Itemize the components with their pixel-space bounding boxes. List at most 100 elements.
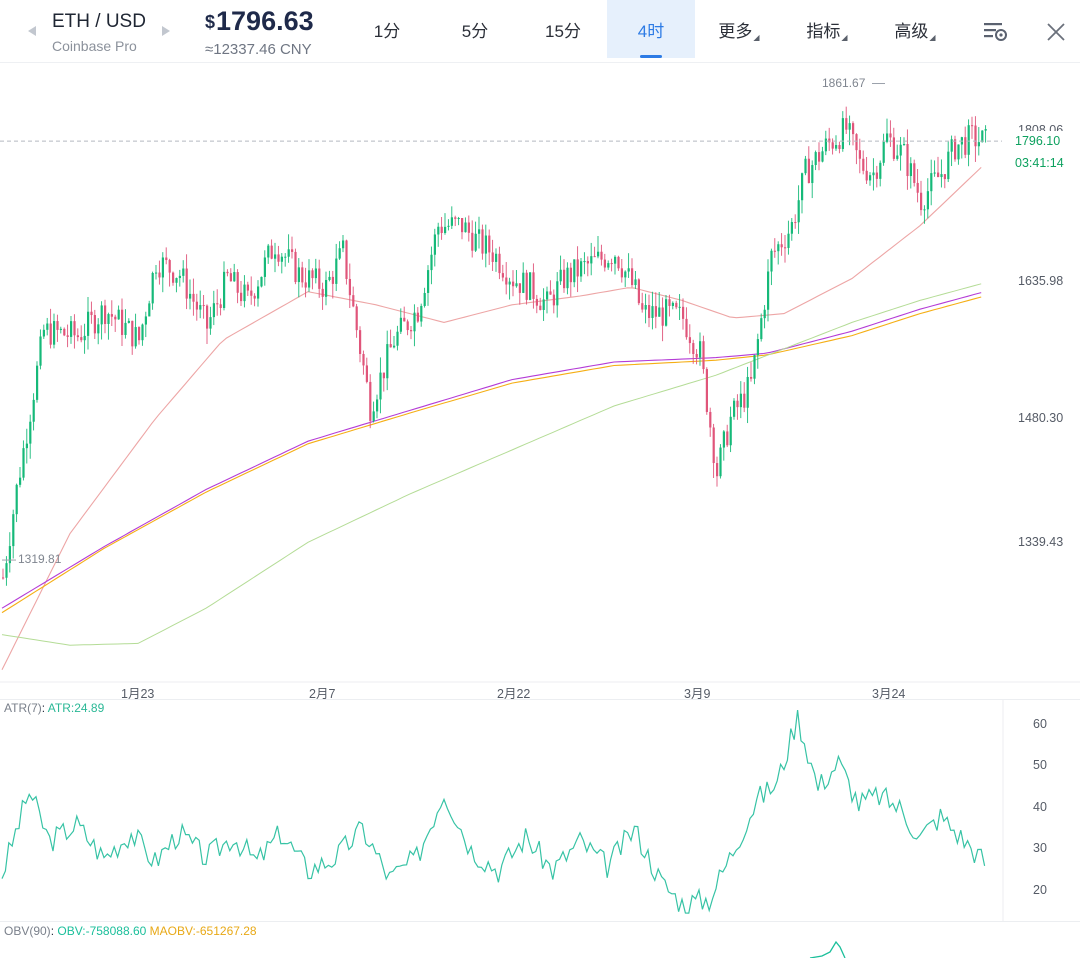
candle — [141, 323, 144, 346]
candle — [311, 268, 314, 290]
candle — [304, 267, 307, 298]
candle — [518, 283, 521, 305]
candle — [274, 242, 277, 273]
candle-body — [712, 427, 715, 464]
candle-body — [491, 252, 494, 262]
candle-body — [858, 150, 861, 159]
candle — [104, 299, 107, 334]
candle — [552, 289, 555, 314]
candle — [491, 239, 494, 272]
candle — [610, 258, 613, 272]
candle-body — [593, 256, 596, 258]
candle — [19, 467, 22, 488]
candle — [549, 280, 552, 295]
moving-average-lines — [1, 167, 982, 671]
tab-15min[interactable]: 15分 — [519, 0, 607, 58]
candle-body — [348, 278, 351, 296]
chevron-left-icon[interactable] — [27, 25, 37, 37]
candle-body — [624, 271, 627, 278]
candle — [858, 138, 861, 174]
candle — [872, 158, 875, 191]
chevron-right-icon[interactable] — [161, 25, 171, 37]
price-chart[interactable] — [0, 63, 1080, 700]
candle — [593, 246, 596, 258]
candle-body — [8, 546, 11, 564]
tab-indicators[interactable]: 指标◢ — [783, 0, 871, 58]
candle-body — [821, 151, 824, 162]
candle — [209, 306, 212, 335]
candle-body — [243, 284, 246, 302]
candle-body — [495, 253, 498, 262]
low-price-label: 1319.81 — [18, 552, 62, 567]
candle-body — [607, 263, 610, 268]
candle — [488, 229, 491, 265]
candle — [362, 350, 365, 375]
obv-legend: OBV(90): OBV:-758088.60 MAOBV:-651267.28 — [4, 924, 257, 938]
candle — [787, 220, 790, 255]
candle — [263, 250, 266, 286]
candle-body — [709, 411, 712, 428]
candle-body — [474, 233, 477, 251]
candle — [342, 235, 345, 253]
tab-4h[interactable]: 4时 — [607, 0, 695, 58]
atr-chart[interactable] — [0, 700, 1080, 922]
candle-body — [828, 138, 831, 143]
candle-body — [195, 301, 198, 310]
tab-1min[interactable]: 1分 — [343, 0, 431, 58]
candle-body — [896, 155, 899, 159]
candle-body — [899, 144, 902, 156]
candle — [440, 217, 443, 240]
candle-body — [637, 279, 640, 304]
candle — [410, 325, 413, 340]
candle — [760, 313, 763, 342]
atr-legend: ATR(7): ATR:24.89 — [4, 701, 105, 715]
candle — [226, 269, 229, 277]
tab-advanced[interactable]: 高级◢ — [871, 0, 959, 58]
tab-more[interactable]: 更多◢ — [695, 0, 783, 58]
candle — [923, 205, 926, 224]
pair-title[interactable]: ETH / USD — [52, 11, 146, 32]
candle-body — [692, 343, 695, 355]
candle — [39, 329, 42, 370]
candle-body — [454, 217, 457, 219]
obv-value: OBV:-758088.60 — [57, 924, 147, 938]
candle — [243, 275, 246, 308]
ma-short-line — [1, 167, 982, 671]
candle — [780, 233, 783, 256]
candle-body — [665, 299, 668, 326]
candle-body — [287, 249, 290, 257]
candle-body — [797, 200, 800, 223]
candle — [42, 324, 45, 339]
candle-body — [478, 229, 481, 234]
chart-settings-icon[interactable] — [983, 20, 1009, 44]
candle-body — [760, 318, 763, 340]
candle-body — [654, 306, 657, 317]
obv-chart[interactable] — [0, 922, 1080, 958]
candle-body — [389, 344, 392, 348]
candle-body — [763, 309, 766, 319]
candle-body — [974, 125, 977, 147]
candle — [984, 125, 987, 143]
atr-line — [1, 710, 986, 914]
candle — [654, 292, 657, 329]
candle-body — [488, 235, 491, 253]
candle-body — [134, 327, 137, 347]
candle-body — [297, 267, 300, 283]
close-icon[interactable] — [1046, 22, 1066, 42]
candle-body — [886, 133, 889, 142]
candle-body — [49, 323, 52, 345]
candle-body — [223, 271, 226, 308]
candle-body — [512, 281, 515, 287]
candle — [413, 304, 416, 347]
panel-divider — [0, 699, 1080, 700]
price-tick-label: 1480.30 — [1018, 410, 1064, 425]
tab-5min[interactable]: 5分 — [431, 0, 519, 58]
candle-body — [246, 284, 249, 291]
candle-body — [882, 141, 885, 163]
candle-body — [971, 125, 974, 127]
candle-body — [719, 447, 722, 477]
candle-body — [42, 329, 45, 337]
panel-divider — [0, 921, 1080, 922]
candle-body — [355, 306, 358, 331]
candle-body — [784, 247, 787, 249]
